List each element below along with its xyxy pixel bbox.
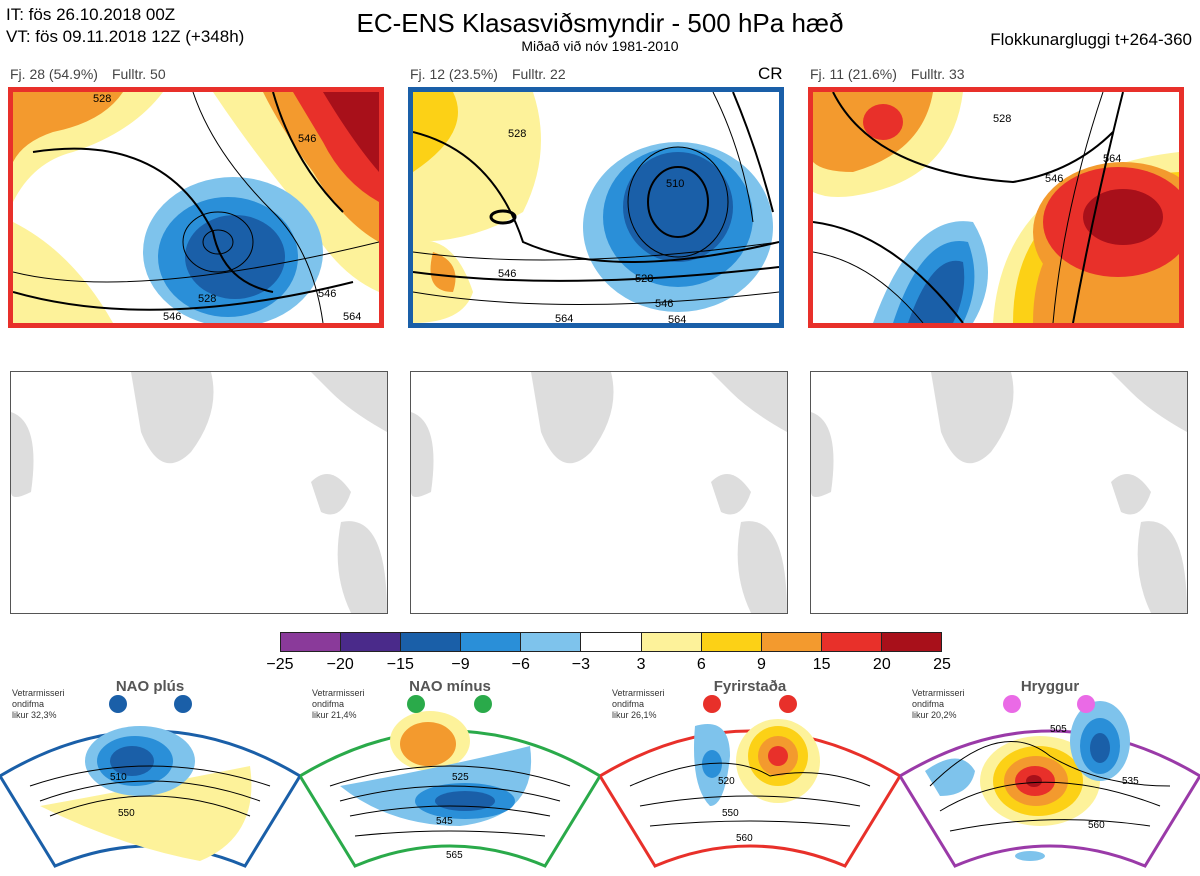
colorbar-swatch	[401, 633, 462, 651]
page-subtitle: Miðað við nóv 1981-2010	[521, 38, 679, 54]
land-shapes	[411, 372, 787, 613]
regime-name: NAO mínus	[409, 678, 491, 695]
colorbar-tick-label: −9	[451, 656, 470, 673]
colorbar-tick-label: −3	[571, 656, 591, 673]
regime-note: Vetrarmisseri ondifma likur 20,2%	[912, 688, 965, 720]
colorbar-swatch	[281, 633, 342, 651]
contour-label: 560	[1088, 820, 1105, 831]
colorbar-swatch	[521, 633, 582, 651]
colorbar-tick-label: 15	[812, 656, 831, 673]
contour-label: 564	[343, 311, 361, 323]
contour-label: 520	[718, 776, 735, 787]
contour-label: 564	[555, 313, 573, 323]
regime-nao-plus: 510 550 NAO plús Vetrarmisseri ondifma l…	[0, 676, 303, 871]
contour-label: 565	[446, 850, 463, 861]
land-shapes	[811, 372, 1187, 613]
contour-label: 564	[668, 314, 686, 323]
regime-nao-plus-map: 510 550	[0, 695, 303, 868]
contour-label: 550	[722, 808, 739, 819]
cluster-3-map: 528 546 564	[808, 87, 1184, 328]
colorbar-swatch	[341, 633, 402, 651]
cluster-1-anomaly-field: 528 546 528 546 546 564	[13, 92, 379, 323]
colorbar-tick-label: −15	[386, 656, 414, 673]
contour-label: 535	[1122, 776, 1139, 787]
regime-nao-minus: 525 545 565 NAO mínus Vetrarmisseri ondi…	[297, 676, 603, 871]
contour-label: 546	[655, 298, 673, 310]
colorbar-tick-label: 3	[636, 656, 646, 673]
colorbar-swatch	[641, 633, 702, 651]
colorbar-tick-label: −25	[266, 656, 294, 673]
regime-note: Vetrarmisseri ondifma likur 26,1%	[612, 688, 665, 720]
cluster-2-anomaly-field: 510 528 546 528 546 564 564	[413, 92, 779, 323]
run-info: IT: fös 26.10.2018 00Z VT: fös 09.11.201…	[6, 4, 244, 48]
init-time: IT: fös 26.10.2018 00Z	[6, 5, 176, 24]
cluster-3-anomaly-field: 528 546 564	[813, 92, 1179, 323]
cluster-2-map: 510 528 546 528 546 564 564	[408, 87, 784, 328]
cluster-2-count: Fj. 12 (23.5%)	[410, 66, 498, 82]
contour-label: 510	[666, 178, 684, 190]
contour-label: 546	[318, 288, 336, 300]
regime-note: Vetrarmisseri ondifma likur 21,4%	[312, 688, 365, 720]
cluster-3-rep: Fulltr. 33	[910, 66, 965, 82]
contour-label: 510	[110, 772, 127, 783]
regime-name: Fyrirstaða	[713, 678, 787, 695]
anomaly-colorbar	[280, 632, 942, 652]
contour-label: 528	[93, 93, 111, 105]
regime-name: Hryggur	[1020, 678, 1080, 695]
colorbar-swatch	[821, 633, 882, 651]
colorbar-swatch	[761, 633, 822, 651]
cluster-1-caption: Fj. 28 (54.9%) Fulltr. 50	[10, 66, 180, 82]
cluster-1-count: Fj. 28 (54.9%)	[10, 66, 98, 82]
valid-time: VT: fös 09.11.2018 12Z (+348h)	[6, 27, 245, 46]
contour-label: 550	[118, 808, 135, 819]
base-map-3	[810, 371, 1188, 614]
colorbar-swatch	[701, 633, 762, 651]
colorbar-tick-label: −20	[326, 656, 354, 673]
colorbar-tick-label: 20	[872, 656, 891, 673]
regime-name: NAO plús	[115, 678, 185, 695]
cluster-2-rep: Fulltr. 22	[511, 66, 566, 82]
control-run-tag: CR	[758, 64, 783, 83]
cluster-3-caption: Fj. 11 (21.6%) Fulltr. 33	[810, 66, 979, 82]
classification-window: Flokkunargluggi t+264-360	[990, 30, 1192, 49]
colorbar-tick-label: 6	[696, 656, 706, 673]
colorbar-swatch	[581, 633, 642, 651]
cluster-3-count: Fj. 11 (21.6%)	[810, 66, 897, 82]
contour-label: 525	[452, 772, 469, 783]
colorbar-tick-label: 25	[933, 656, 951, 673]
colorbar-swatch	[881, 633, 942, 651]
cluster-2-caption: Fj. 12 (23.5%) Fulltr. 22	[410, 66, 580, 82]
regime-ridge: 505 535 560 Hryggur Vetrarmisseri ondifm…	[897, 676, 1200, 871]
colorbar-tick-label: 9	[757, 656, 766, 673]
contour-label: 505	[1050, 724, 1067, 735]
contour-label: 528	[198, 293, 216, 305]
land-shapes	[11, 372, 387, 613]
regime-nao-minus-map: 525 545 565	[297, 695, 603, 868]
contour-label: 528	[635, 273, 653, 285]
base-map-2	[410, 371, 788, 614]
cluster-1-rep: Fulltr. 50	[111, 66, 166, 82]
contour-label: 546	[163, 311, 181, 323]
contour-label: 528	[993, 113, 1011, 125]
contour-label: 560	[736, 833, 753, 844]
regime-note: Vetrarmisseri ondifma likur 32,3%	[12, 688, 65, 720]
cluster-1-map: 528 546 528 546 546 564	[8, 87, 384, 328]
contour-label: 528	[508, 128, 526, 140]
contour-label: 546	[298, 133, 316, 145]
contour-label: 546	[498, 268, 516, 280]
regime-blocking: 520 550 560 Fyrirstaða Vetrarmisseri ond…	[597, 676, 903, 871]
colorbar-swatch	[461, 633, 522, 651]
contour-label: 546	[1045, 173, 1063, 185]
regime-ridge-map: 505 535 560	[897, 695, 1200, 868]
contour-label: 545	[436, 816, 453, 827]
base-map-1	[10, 371, 388, 614]
regime-blocking-map: 520 550 560	[597, 695, 903, 868]
colorbar-tick-label: −6	[511, 656, 530, 673]
page-title: EC-ENS Klasasviðsmyndir - 500 hPa hæð	[356, 8, 844, 38]
contour-label: 564	[1103, 153, 1121, 165]
